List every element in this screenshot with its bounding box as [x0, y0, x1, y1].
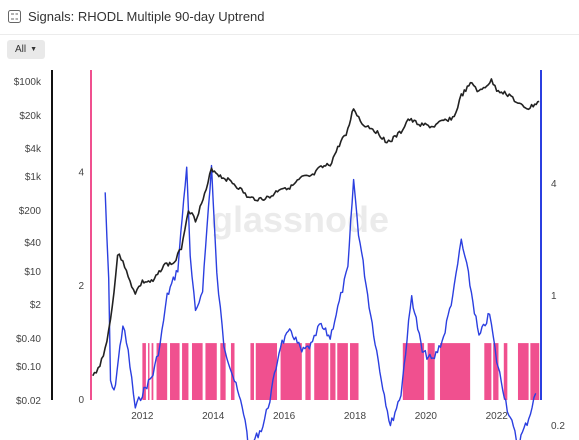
x-tick-label: 2022 [486, 411, 509, 422]
signal-bar [191, 343, 203, 400]
time-range-dropdown[interactable]: All ▼ [7, 40, 46, 59]
caret-down-icon: ▼ [30, 46, 38, 53]
price-tick-label: $40 [24, 238, 41, 249]
signal-tick-label: 2 [78, 281, 84, 292]
signal-bar [484, 343, 492, 400]
price-tick-label: $4k [25, 144, 42, 155]
price-tick-label: $0.40 [16, 334, 41, 345]
x-tick-label: 2012 [131, 411, 154, 422]
price-tick-label: $20k [19, 111, 42, 122]
price-tick-label: $10 [24, 267, 41, 278]
x-tick-label: 2016 [273, 411, 296, 422]
signal-bar [280, 343, 302, 400]
signal-bar [142, 343, 146, 400]
watermark-text: glassnode [211, 199, 389, 240]
signal-bar [530, 343, 540, 400]
signal-tick-label: 4 [78, 167, 84, 178]
signal-bar [350, 343, 359, 400]
signal-bar [314, 343, 329, 400]
signal-bar [330, 343, 336, 400]
page-title: Signals: RHODL Multiple 90-day Uptrend [28, 9, 265, 24]
signals-icon [8, 10, 21, 23]
signal-bar [337, 343, 348, 400]
signal-bar [230, 343, 235, 400]
header-bar: Signals: RHODL Multiple 90-day Uptrend [0, 0, 579, 35]
x-tick-label: 2020 [415, 411, 438, 422]
price-tick-label: $0.02 [16, 396, 41, 407]
price-line [92, 78, 540, 377]
signal-bar [156, 343, 168, 400]
signal-bar [151, 343, 154, 400]
price-tick-label: $0.10 [16, 362, 41, 373]
signal-bar [493, 343, 499, 400]
price-tick-label: $1k [25, 172, 42, 183]
signal-tick-label: 0 [78, 395, 84, 406]
chart: glassnode $100k $20k $4k $1k $200 $40 $10 $2 $0.… [14, 70, 565, 440]
signal-bar [182, 343, 189, 400]
signal-bar [250, 343, 254, 400]
signal-bar [517, 343, 529, 400]
signal-bar [170, 343, 180, 400]
rhodl-tick-label: 1 [551, 291, 557, 302]
rhodl-tick-label: 0.2 [551, 421, 565, 432]
signal-bar [305, 343, 311, 400]
x-tick-label: 2018 [344, 411, 367, 422]
signal-bar [503, 343, 508, 400]
signal-bar [220, 343, 226, 400]
rhodl-tick-label: 4 [551, 179, 557, 190]
signal-bar [148, 343, 150, 400]
signal-bar [440, 343, 471, 400]
price-tick-label: $100k [14, 77, 42, 88]
x-tick-label: 2014 [202, 411, 225, 422]
price-tick-label: $2 [30, 300, 42, 311]
time-range-label: All [15, 44, 27, 55]
price-tick-label: $200 [19, 206, 42, 217]
signal-bar [205, 343, 217, 400]
signal-bar [255, 343, 278, 400]
signal-bar [402, 343, 425, 400]
rhodl-line [104, 164, 537, 440]
signal-bar [427, 343, 435, 400]
